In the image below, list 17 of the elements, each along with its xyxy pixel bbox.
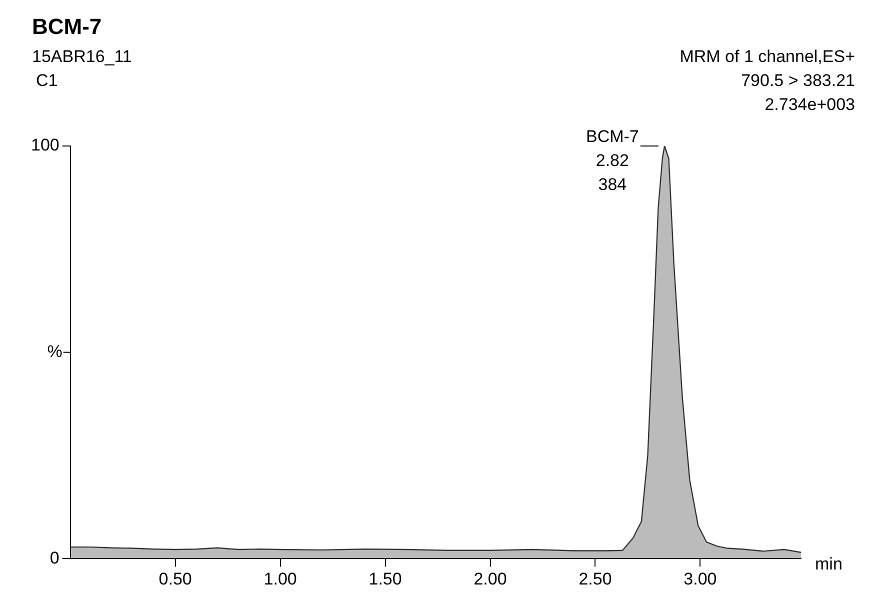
annotation: BCM-7 2.82 384 xyxy=(586,127,639,194)
y-tick-label: 0 xyxy=(50,548,60,568)
chart-title: BCM-7 xyxy=(32,14,102,39)
x-axis-title: min xyxy=(815,554,842,574)
x-tick-label: 0.50 xyxy=(158,569,192,588)
text: C1 xyxy=(36,71,58,90)
x-tick-label: 2.00 xyxy=(474,569,507,588)
text: 15ABR16_11 xyxy=(32,47,132,66)
y-tick-label: 100 xyxy=(30,136,60,155)
x-tick-label: 2.50 xyxy=(578,569,612,588)
text: 790.5 > 383.21 xyxy=(741,71,855,90)
x-tick-label: 1.00 xyxy=(264,569,297,588)
x-tick-label: 3.00 xyxy=(684,569,717,588)
x-tick-label: 1.50 xyxy=(368,569,402,588)
y-axis-title: % xyxy=(47,342,62,361)
text: 2.734e+003 xyxy=(764,95,855,114)
text: MRM of 1 channel,ES+ xyxy=(680,47,856,66)
